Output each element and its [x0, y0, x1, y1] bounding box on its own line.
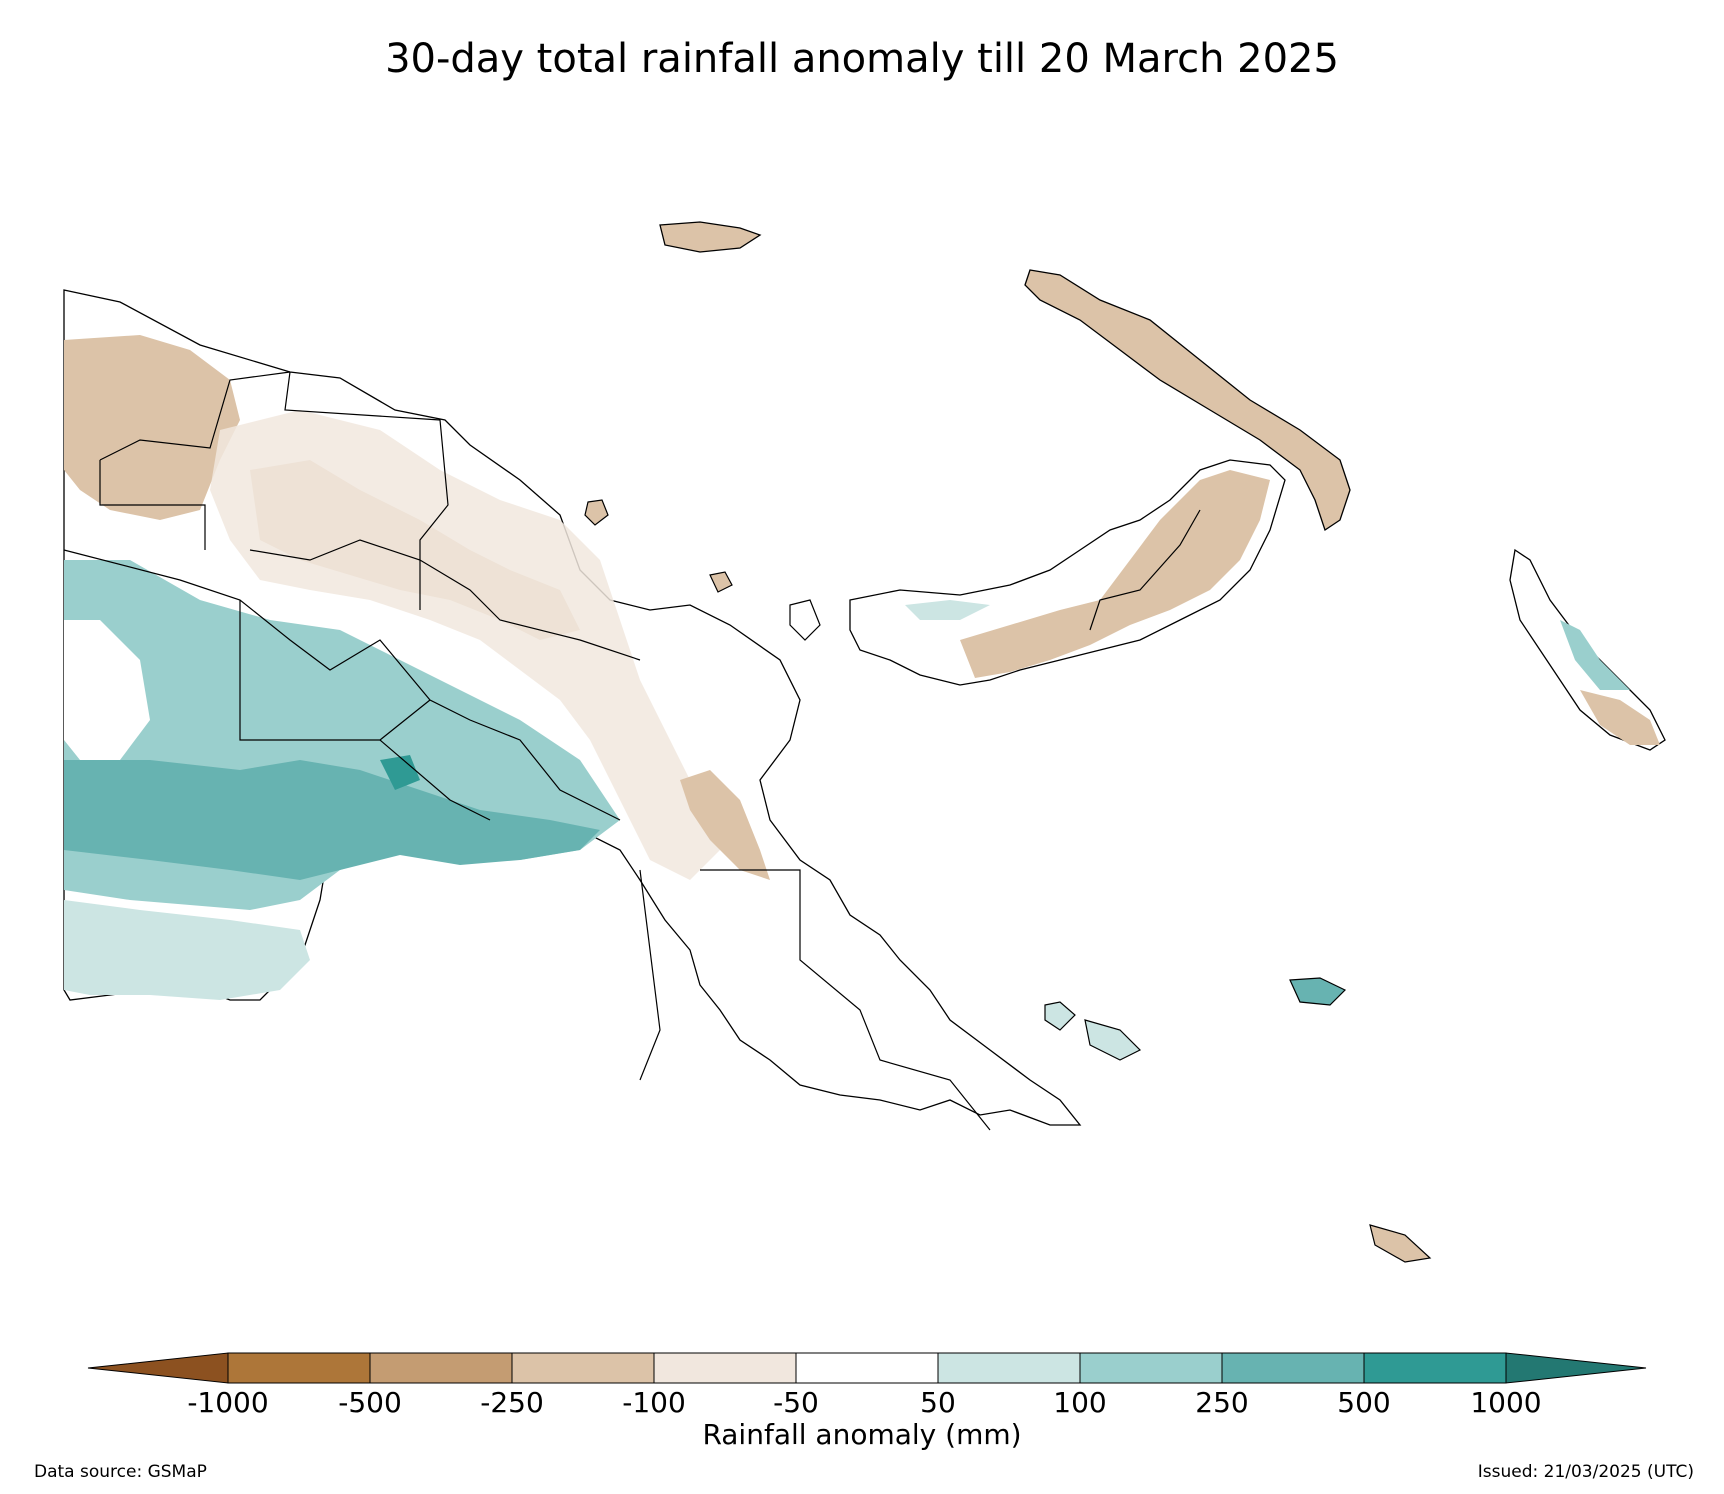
colorbar-tick-label: -50: [773, 1386, 819, 1419]
slight-dry-highlands: [210, 410, 720, 880]
colorbar-extend-high: [1505, 1352, 1647, 1384]
colorbar-bin: [1363, 1352, 1507, 1384]
colorbar-tick-label: 100: [1053, 1386, 1107, 1419]
colorbar-tick-label: -100: [622, 1386, 686, 1419]
goodenough-island: [1044, 1001, 1076, 1031]
colorbar-bin: [369, 1352, 513, 1384]
colorbar-tick-label: -250: [480, 1386, 544, 1419]
wet-anomaly-south: [64, 900, 310, 1000]
colorbar-bin: [1221, 1352, 1365, 1384]
map-title: 30-day total rainfall anomaly till 20 Ma…: [385, 36, 1339, 82]
colorbar-bin: [227, 1352, 371, 1384]
wet-anomaly-fly: [64, 760, 600, 880]
colorbar-bin: [511, 1352, 655, 1384]
colorbar-tick-label: 250: [1195, 1386, 1249, 1419]
manus-island: [659, 221, 762, 253]
rossel-island: [1369, 1224, 1432, 1263]
umboi-island: [789, 599, 821, 641]
wet-anomaly-border-edge: [64, 620, 150, 760]
colorbar-extend-low: [87, 1352, 229, 1384]
colorbar-label: Rainfall anomaly (mm): [702, 1418, 1022, 1451]
dry-anomaly-madang: [680, 770, 770, 880]
issued-date: Issued: 21/03/2025 (UTC): [1477, 1462, 1694, 1482]
province-boundaries: [63, 371, 1201, 1131]
colorbar-tick-label: -1000: [187, 1386, 269, 1419]
colorbar-bin: [653, 1352, 797, 1384]
normanby-island: [1084, 1019, 1142, 1061]
wet-anomaly-west-new-britain: [905, 600, 990, 620]
long-island: [709, 571, 733, 593]
dry-anomaly-northwest: [64, 335, 240, 520]
colorbar-bin: [795, 1352, 939, 1384]
colorbar-tick-label: 500: [1337, 1386, 1391, 1419]
colorbar-tick-label: 1000: [1470, 1386, 1542, 1419]
new-ireland-island: [1024, 269, 1351, 532]
colorbar-tick-label: -500: [338, 1386, 402, 1419]
fergusson-island: [1289, 977, 1347, 1006]
islands: [584, 221, 1666, 1263]
colorbar-bin: [937, 1352, 1081, 1384]
dry-anomaly-bougainville: [1580, 690, 1660, 745]
wet-anomaly-core: [380, 755, 420, 790]
data-source: Data source: GSMaP: [34, 1462, 207, 1482]
karkar-island: [584, 499, 609, 526]
anomaly-fields: [63, 289, 1082, 1126]
wet-anomaly-bougainville: [1560, 620, 1630, 690]
colorbar-bin: [1079, 1352, 1223, 1384]
colorbar-tick-label: 50: [920, 1386, 956, 1419]
